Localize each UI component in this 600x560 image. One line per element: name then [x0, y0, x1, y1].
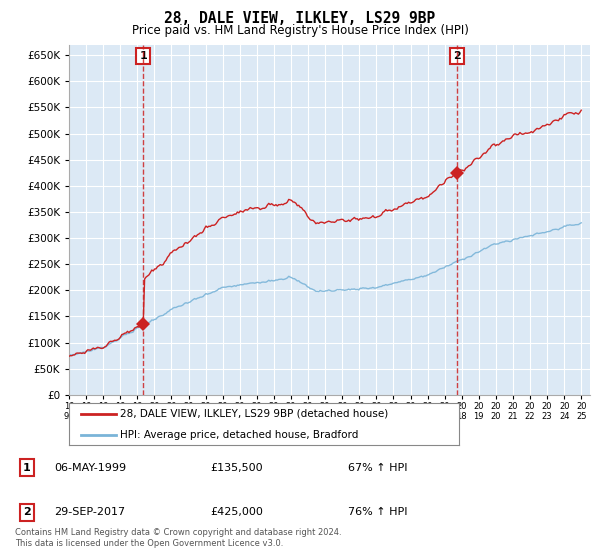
Text: Price paid vs. HM Land Registry's House Price Index (HPI): Price paid vs. HM Land Registry's House …: [131, 24, 469, 37]
Text: HPI: Average price, detached house, Bradford: HPI: Average price, detached house, Brad…: [120, 430, 358, 440]
Text: 06-MAY-1999: 06-MAY-1999: [54, 463, 126, 473]
Text: £135,500: £135,500: [210, 463, 263, 473]
Text: £425,000: £425,000: [210, 507, 263, 517]
Text: Contains HM Land Registry data © Crown copyright and database right 2024.
This d: Contains HM Land Registry data © Crown c…: [15, 528, 341, 548]
Text: 28, DALE VIEW, ILKLEY, LS29 9BP (detached house): 28, DALE VIEW, ILKLEY, LS29 9BP (detache…: [120, 409, 388, 419]
Text: 67% ↑ HPI: 67% ↑ HPI: [348, 463, 407, 473]
Text: 1: 1: [23, 463, 31, 473]
Text: 29-SEP-2017: 29-SEP-2017: [54, 507, 125, 517]
Text: 2: 2: [23, 507, 31, 517]
Text: 76% ↑ HPI: 76% ↑ HPI: [348, 507, 407, 517]
Text: 2: 2: [454, 52, 461, 61]
Text: 1: 1: [139, 52, 147, 61]
Text: 28, DALE VIEW, ILKLEY, LS29 9BP: 28, DALE VIEW, ILKLEY, LS29 9BP: [164, 11, 436, 26]
